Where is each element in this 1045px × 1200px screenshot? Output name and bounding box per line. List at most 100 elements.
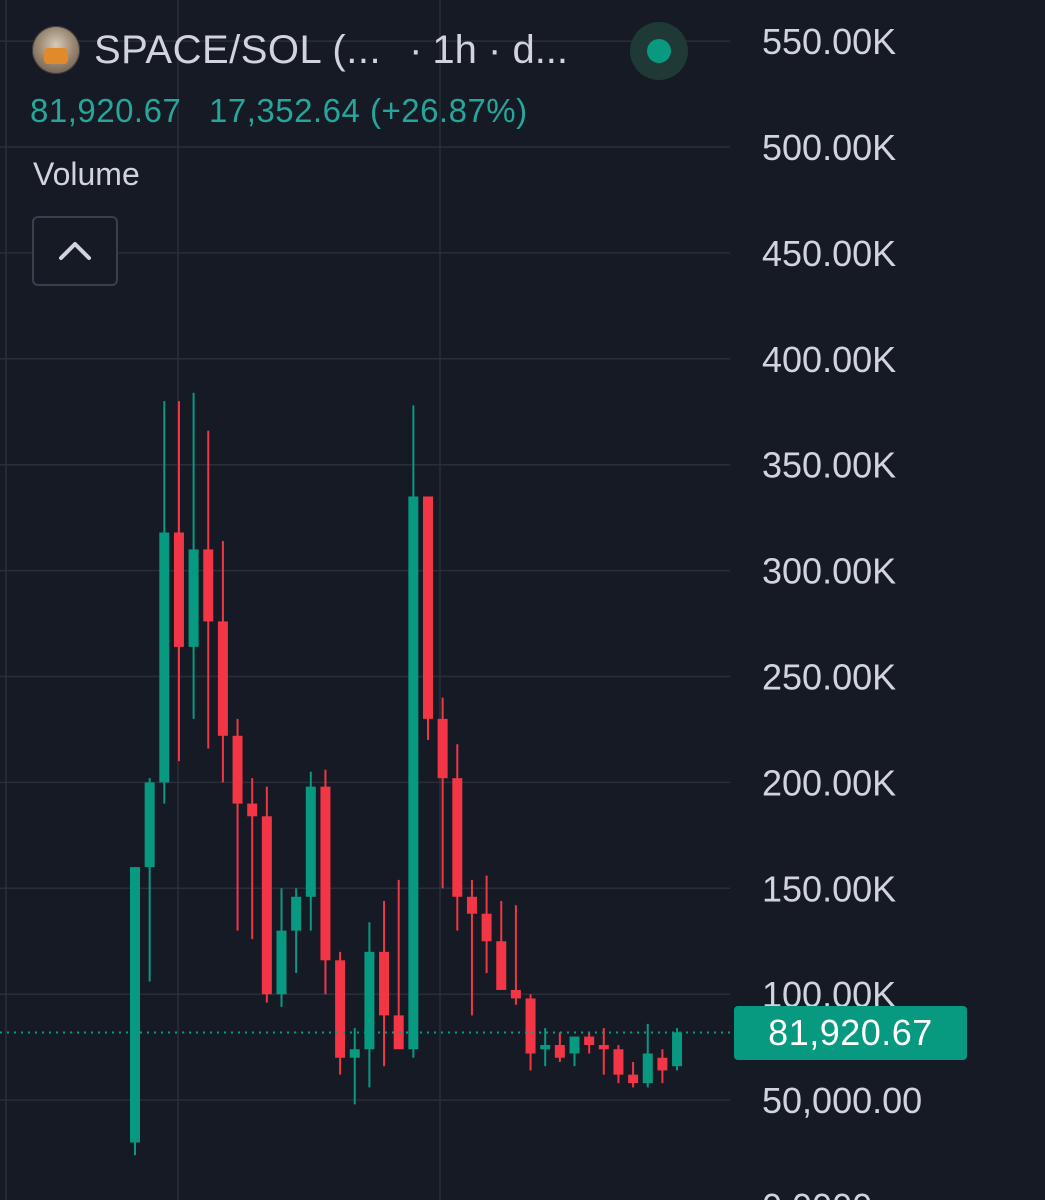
candle-body	[437, 718, 448, 779]
candle-body	[554, 1045, 565, 1058]
candle-down	[247, 778, 258, 940]
candle-up	[291, 888, 302, 974]
price-summary: 81,920.67 17,352.64 (+26.87%)	[30, 92, 546, 130]
candle-down	[525, 994, 536, 1071]
y-tick-label: 150.00K	[762, 868, 896, 909]
candle-down	[232, 718, 243, 931]
candle-body	[628, 1074, 639, 1084]
candle-up	[569, 1036, 580, 1067]
candle-body	[466, 896, 477, 914]
candle-body	[291, 896, 302, 931]
y-tick-label: 450.00K	[762, 233, 896, 274]
candle-body	[159, 532, 170, 783]
candle-down	[393, 879, 404, 1050]
candle-body	[452, 778, 463, 897]
candle-body	[598, 1045, 609, 1050]
candle-body	[642, 1053, 653, 1084]
title-separator: ·	[409, 27, 423, 72]
symbol-row[interactable]: SPACE/SOL (... · 1h · d...	[32, 26, 568, 74]
candle-up	[130, 867, 140, 1156]
status-dot-icon	[647, 39, 671, 63]
candle-up	[672, 1028, 683, 1071]
candle-body	[144, 782, 155, 868]
candle-down	[598, 1028, 609, 1075]
candle-down	[173, 401, 184, 762]
candle-body	[379, 951, 390, 1016]
candle-body	[232, 735, 243, 804]
candle-body	[173, 532, 184, 647]
y-tick-label: 550.00K	[762, 21, 896, 62]
collapse-indicators-button[interactable]	[32, 216, 118, 286]
candle-body	[510, 989, 521, 999]
candle-body	[247, 803, 258, 817]
candle-body	[305, 786, 316, 897]
candle-body	[130, 867, 140, 1143]
candle-body	[335, 960, 346, 1058]
candle-down	[496, 901, 507, 990]
candle-body	[657, 1057, 668, 1071]
y-tick-label: 300.00K	[762, 551, 896, 592]
candle-up	[144, 778, 155, 982]
chevron-up-icon	[59, 242, 91, 260]
candle-down	[657, 1049, 668, 1084]
candle-body	[423, 496, 433, 719]
candle-body	[217, 621, 228, 736]
token-avatar[interactable]	[32, 26, 80, 74]
candle-down	[335, 951, 346, 1075]
candle-down	[423, 496, 433, 741]
candle-body	[540, 1045, 551, 1050]
y-tick-label: 200.00K	[762, 762, 896, 803]
candle-body	[276, 930, 287, 995]
candle-body	[525, 998, 536, 1054]
candle-body	[408, 496, 419, 1050]
candle-body	[569, 1036, 580, 1054]
candle-body	[320, 786, 331, 961]
candle-down	[203, 430, 214, 749]
y-tick-label: 50,000.00	[762, 1080, 922, 1121]
candle-down	[584, 1032, 595, 1054]
candle-up	[364, 922, 375, 1088]
price-change: 17,352.64 (+26.87%)	[208, 92, 528, 129]
candle-body	[261, 816, 272, 995]
y-tick-label: 0.0000	[762, 1186, 872, 1200]
last-price: 81,920.67	[30, 92, 182, 129]
candle-down	[628, 1061, 639, 1088]
candle-up	[408, 405, 419, 1058]
candle-down	[554, 1032, 565, 1062]
candle-body	[393, 1015, 404, 1050]
pair-title[interactable]: SPACE/SOL (...	[94, 27, 382, 72]
candle-body	[496, 941, 507, 990]
candle-up	[642, 1023, 653, 1088]
candle-body	[584, 1036, 595, 1046]
candle-body	[203, 549, 214, 622]
current-price-tag: 81,920.67	[734, 1006, 967, 1060]
candle-up	[305, 771, 316, 931]
candle-down	[379, 901, 390, 1067]
candle-body	[481, 913, 492, 942]
candle-body	[672, 1032, 683, 1067]
interval-label[interactable]: 1h · d...	[432, 27, 569, 72]
candle-down	[452, 744, 463, 931]
market-status-indicator[interactable]	[630, 22, 688, 80]
candle-up	[540, 1028, 551, 1067]
y-tick-label: 250.00K	[762, 657, 896, 698]
candle-up	[276, 888, 287, 1007]
candle-down	[466, 879, 477, 1016]
candle-down	[510, 905, 521, 1005]
candle-down	[217, 540, 228, 783]
y-tick-label: 500.00K	[762, 127, 896, 168]
y-axis[interactable]: 550.00K 500.00K 450.00K 400.00K 350.00K 300.0…	[762, 21, 922, 1200]
candles	[130, 392, 683, 1156]
candle-up	[159, 401, 170, 804]
candle-body	[364, 951, 375, 1050]
candle-down	[481, 875, 492, 974]
y-tick-label: 350.00K	[762, 445, 896, 486]
candle-body	[349, 1049, 360, 1058]
candle-down	[613, 1045, 624, 1084]
candle-up	[349, 1028, 360, 1105]
candle-body	[188, 549, 199, 647]
volume-indicator-label[interactable]: Volume	[33, 156, 140, 192]
y-tick-label: 400.00K	[762, 339, 896, 380]
candle-body	[613, 1049, 624, 1075]
